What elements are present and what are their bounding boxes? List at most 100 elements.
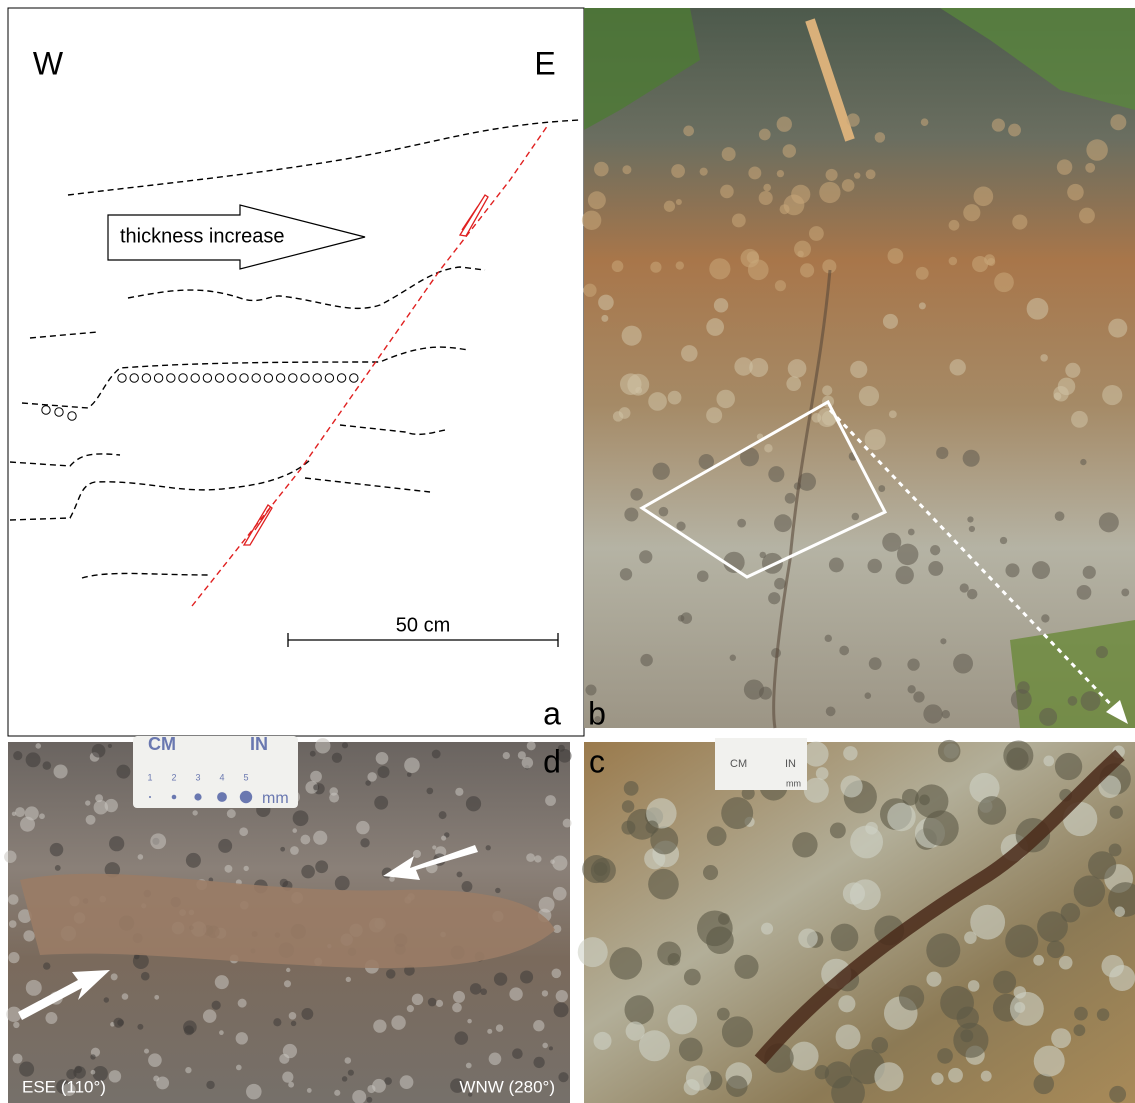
lichen-spot [1059, 956, 1073, 970]
lichen-spot [919, 302, 926, 309]
grain [301, 865, 315, 879]
grain [225, 865, 233, 873]
grain [542, 1043, 548, 1049]
grain [552, 968, 562, 978]
grain [150, 833, 166, 849]
lichen-spot [588, 191, 606, 209]
grain [156, 1076, 169, 1089]
lichen-spot [842, 179, 855, 192]
lichen-spot [732, 214, 746, 228]
grain [494, 972, 507, 985]
lichen-spot [594, 862, 608, 876]
card-tick-label: 2 [171, 772, 176, 782]
lichen-spot [967, 516, 973, 522]
lichen-spot [686, 1065, 711, 1090]
lichen-spot [1121, 589, 1129, 597]
lichen-spot [759, 129, 771, 141]
grain [55, 865, 61, 871]
lichen-spot [722, 1016, 753, 1047]
panel-frame [8, 8, 584, 736]
east-label: E [534, 45, 555, 81]
grain [367, 1097, 373, 1103]
grain [212, 1001, 221, 1010]
grain [292, 828, 297, 833]
left-direction: ESE (110°) [22, 1077, 106, 1096]
lichen-spot [797, 251, 804, 258]
grain [407, 1005, 414, 1012]
grain [533, 1057, 544, 1068]
lichen-spot [709, 258, 730, 279]
grain [432, 750, 441, 759]
lichen-spot [1003, 741, 1033, 771]
grain [527, 741, 536, 750]
lichen-spot [1011, 689, 1032, 710]
lichen-spot [585, 684, 596, 695]
lichen-spot [683, 126, 694, 137]
lichen-spot [648, 392, 667, 411]
lichen-spot [749, 358, 768, 377]
lichen-spot [648, 869, 679, 900]
grain [246, 1084, 262, 1100]
grain [467, 1019, 472, 1024]
grain [329, 787, 338, 796]
panel-b [582, 8, 1135, 728]
lichen-spot [850, 361, 867, 378]
lichen-spot [1081, 691, 1101, 711]
grain [503, 752, 510, 759]
lichen-spot [970, 905, 1005, 940]
grain [138, 854, 144, 860]
lichen-spot [1083, 566, 1096, 579]
lichen-spot [804, 778, 829, 803]
grain [466, 1063, 472, 1069]
grain [19, 1062, 34, 1077]
lichen-spot [902, 789, 919, 806]
lichen-spot [942, 710, 950, 718]
lichen-spot [726, 1075, 747, 1096]
grain [227, 809, 236, 818]
grain [26, 752, 41, 767]
lichen-spot [1086, 139, 1108, 161]
lichen-spot [594, 162, 609, 177]
lichen-spot [730, 655, 736, 661]
lichen-spot [684, 969, 701, 986]
lichen-spot [1109, 1086, 1126, 1103]
grain [436, 1000, 443, 1007]
grain [526, 853, 535, 862]
lichen-spot [1047, 941, 1065, 959]
grain [428, 998, 437, 1007]
lichen-spot [992, 118, 1005, 131]
grain [122, 993, 129, 1000]
lichen-spot [1041, 614, 1049, 622]
lichen-spot [792, 832, 817, 857]
grain [462, 881, 473, 892]
grain [273, 1018, 281, 1026]
grain [236, 1032, 248, 1044]
lichen-spot [759, 191, 773, 205]
grain [289, 1012, 297, 1020]
grain [26, 980, 42, 996]
lichen-spot [681, 612, 693, 624]
lichen-spot [737, 519, 746, 528]
lichen-spot [785, 493, 796, 504]
lichen-spot [764, 444, 772, 452]
grain [315, 738, 330, 753]
lichen-spot [822, 385, 832, 395]
lichen-spot [777, 170, 784, 177]
lichen-spot [950, 359, 966, 375]
grain [186, 853, 201, 868]
grain [215, 975, 229, 989]
grain [480, 988, 487, 995]
lichen-spot [667, 1005, 697, 1035]
lichen-spot [1074, 876, 1105, 907]
lichen-spot [981, 1071, 992, 1082]
grain [116, 765, 130, 779]
lichen-spot [938, 740, 960, 762]
lichen-spot [668, 391, 682, 405]
grain [92, 744, 106, 758]
grain [367, 772, 377, 782]
grain [348, 1070, 354, 1076]
lichen-spot [1102, 385, 1122, 405]
lichen-spot [768, 466, 784, 482]
grain [413, 850, 421, 858]
grain [301, 1008, 313, 1020]
